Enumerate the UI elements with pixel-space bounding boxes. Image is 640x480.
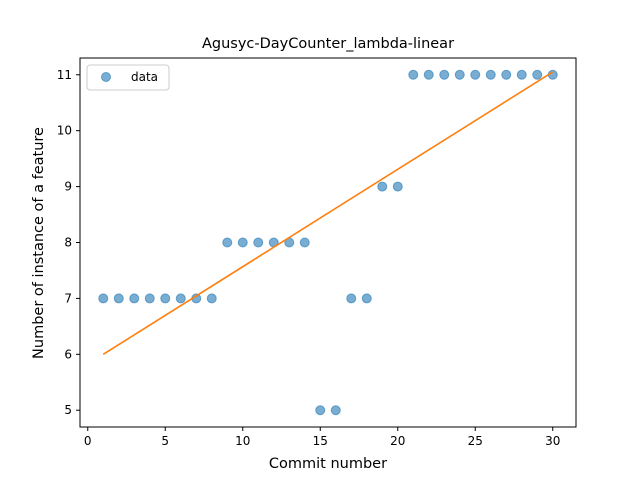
x-tick-label: 0 [84,434,92,448]
x-tick-label: 25 [468,434,483,448]
linear-fit-line [102,71,554,355]
data-point [377,181,388,192]
data-point [439,69,450,80]
data-point [346,293,357,304]
data-point [392,181,403,192]
y-tick-label: 9 [64,180,72,194]
y-axis-label: Number of instance of a feature [31,127,47,359]
x-tick-label: 10 [235,434,250,448]
y-tick-label: 8 [64,236,72,250]
data-point [98,293,109,304]
x-tick-label: 20 [390,434,405,448]
y-tick-label: 5 [64,403,72,417]
legend-label-data: data [131,70,158,84]
data-point [516,69,527,80]
x-tick-label: 15 [313,434,328,448]
data-point [361,293,372,304]
x-axis-ticks: 0 5 10 15 20 25 30 [84,427,560,448]
chart-marks [98,69,558,416]
data-point [423,69,434,80]
legend-box [86,64,170,91]
y-tick-label: 10 [57,124,72,138]
data-point [330,405,341,416]
data-point [501,69,512,80]
data-point [222,237,233,248]
data-point [408,69,419,80]
data-point [144,293,155,304]
x-tick-label: 5 [161,434,169,448]
x-tick-label: 30 [545,434,560,448]
data-point [206,293,217,304]
data-point [315,405,326,416]
y-axis-ticks: 5 6 7 8 9 10 11 [57,68,80,417]
x-axis-label: Commit number [269,456,387,472]
data-point [160,293,171,304]
data-point [129,293,140,304]
chart-title: Agusyc-DayCounter_lambda-linear [202,36,454,52]
data-point [237,237,248,248]
plot-frame [79,57,577,428]
data-point [175,293,186,304]
data-point [485,69,496,80]
data-point [299,237,310,248]
data-point [454,69,465,80]
y-tick-label: 7 [64,291,72,305]
data-point [253,237,264,248]
legend: data [86,64,170,91]
data-point [113,293,124,304]
y-tick-label: 6 [64,347,72,361]
legend-marker-data [101,72,111,82]
data-point [470,69,481,80]
y-tick-label: 11 [57,68,72,82]
data-point [532,69,543,80]
